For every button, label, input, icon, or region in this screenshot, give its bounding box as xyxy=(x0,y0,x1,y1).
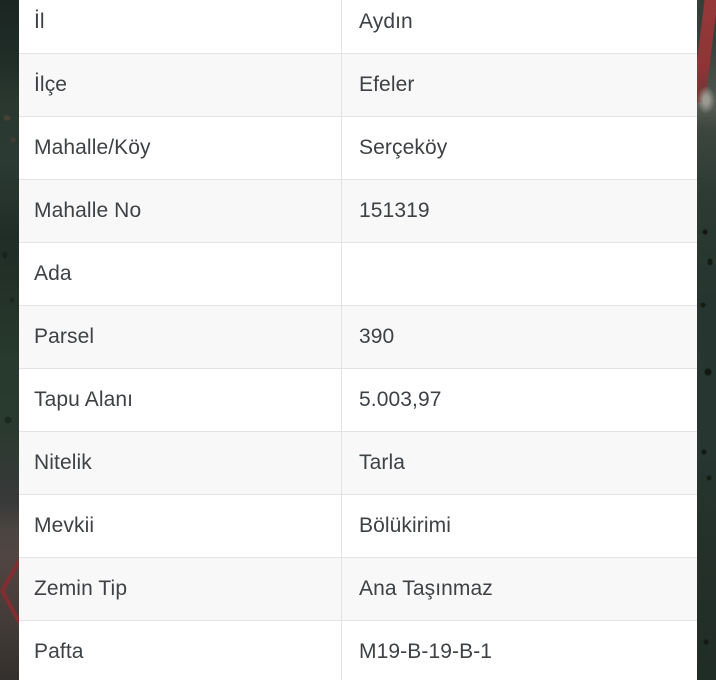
parcel-info-panel: İl Aydın İlçe Efeler Mahalle/Köy Serçekö… xyxy=(19,0,697,680)
row-label: Mevkii xyxy=(34,514,95,537)
row-label: Tapu Alanı xyxy=(34,388,134,411)
row-value: 5.003,97 xyxy=(341,369,697,431)
row-value: 151319 xyxy=(341,180,697,242)
row-value xyxy=(341,243,697,305)
table-row: İl Aydın xyxy=(19,0,697,54)
row-value: 390 xyxy=(341,306,697,368)
table-row: Pafta M19-B-19-B-1 xyxy=(19,621,697,680)
row-label: Zemin Tip xyxy=(34,577,128,600)
parcel-info-table: İl Aydın İlçe Efeler Mahalle/Köy Serçekö… xyxy=(19,0,697,680)
table-row: Nitelik Tarla xyxy=(19,432,697,495)
table-row: Mahalle/Köy Serçeköy xyxy=(19,117,697,180)
table-row: Zemin Tip Ana Taşınmaz xyxy=(19,558,697,621)
map-edge-left[interactable] xyxy=(0,0,19,680)
parcel-boundary-line xyxy=(0,589,19,641)
row-value: Bölükirimi xyxy=(341,495,697,557)
table-row: Ada xyxy=(19,243,697,306)
table-row: İlçe Efeler xyxy=(19,54,697,117)
map-terrain-highlight xyxy=(697,86,715,114)
table-row: Mevkii Bölükirimi xyxy=(19,495,697,558)
row-label: Parsel xyxy=(34,325,95,348)
row-label: Nitelik xyxy=(34,451,92,474)
map-edge-right[interactable] xyxy=(697,0,716,680)
row-value: Serçeköy xyxy=(341,117,697,179)
row-label: Pafta xyxy=(34,640,84,663)
row-label: Mahalle/Köy xyxy=(34,136,151,159)
row-label: İlçe xyxy=(34,73,68,96)
table-row: Mahalle No 151319 xyxy=(19,180,697,243)
row-label: İl xyxy=(34,10,45,33)
row-value: Ana Taşınmaz xyxy=(341,558,697,620)
parcel-boundary-line xyxy=(0,542,19,592)
row-value: Efeler xyxy=(341,54,697,116)
row-value: Tarla xyxy=(341,432,697,494)
row-value: Aydın xyxy=(341,0,697,53)
row-value: M19-B-19-B-1 xyxy=(341,621,697,680)
row-label: Ada xyxy=(34,262,72,285)
table-row: Parsel 390 xyxy=(19,306,697,369)
row-label: Mahalle No xyxy=(34,199,142,222)
table-row: Tapu Alanı 5.003,97 xyxy=(19,369,697,432)
